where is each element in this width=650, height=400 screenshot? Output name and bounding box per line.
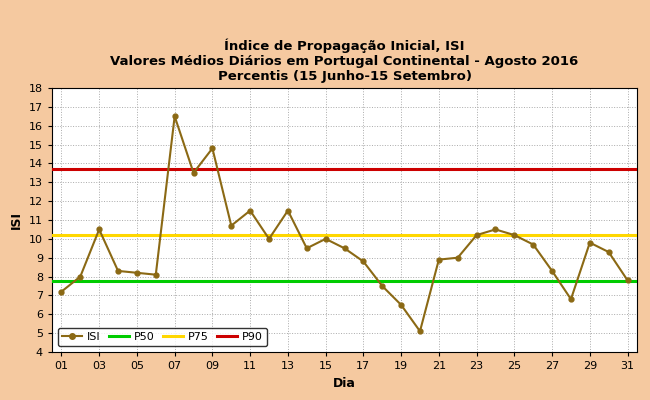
Title: Índice de Propagação Inicial, ISI
Valores Médios Diários em Portugal Continental: Índice de Propagação Inicial, ISI Valore… [111, 38, 578, 83]
X-axis label: Dia: Dia [333, 376, 356, 390]
Y-axis label: ISI: ISI [10, 211, 23, 229]
Legend: ISI, P50, P75, P90: ISI, P50, P75, P90 [58, 328, 267, 346]
